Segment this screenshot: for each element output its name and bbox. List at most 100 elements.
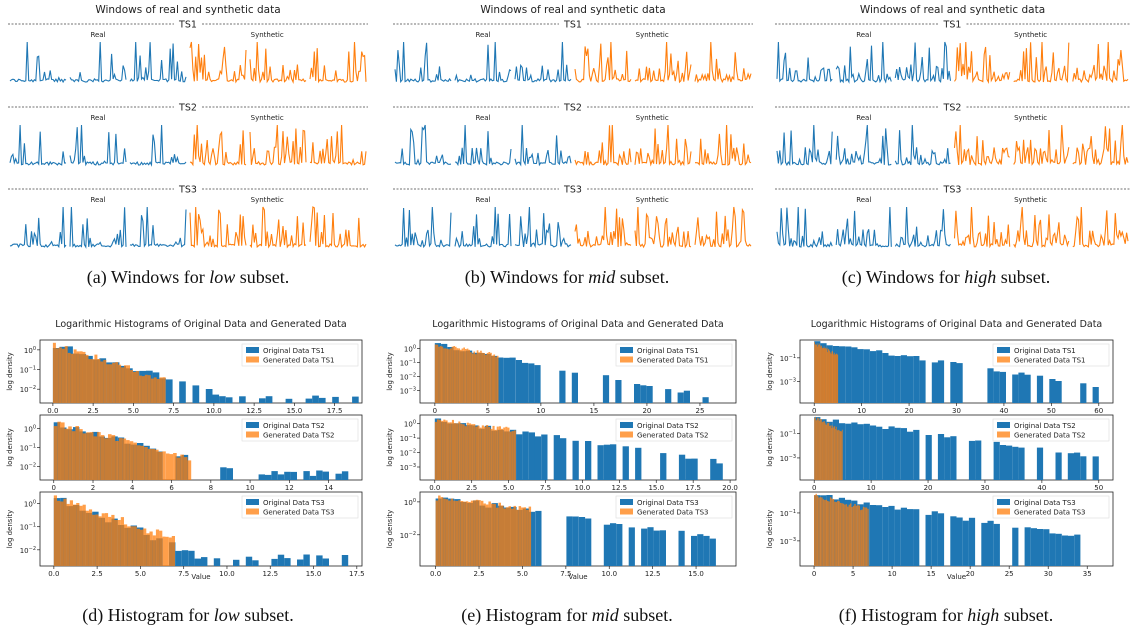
generated-bar [836, 427, 837, 480]
x-tick-label: 5 [851, 570, 855, 578]
generated-bar [445, 348, 447, 403]
original-bar [1093, 387, 1099, 403]
original-bar [957, 363, 963, 403]
original-bar [616, 524, 622, 566]
original-bar [316, 471, 322, 481]
generated-bar [830, 426, 831, 480]
generated-bar [514, 430, 516, 480]
generated-bar [478, 352, 480, 403]
generated-bar [491, 504, 494, 566]
real-window-line [777, 125, 832, 165]
generated-bar [815, 417, 816, 480]
y-tick-label: 10−1 [20, 444, 36, 453]
original-bar [227, 468, 233, 480]
row-label-ts1: TS1 [563, 20, 582, 31]
generated-bar [817, 347, 818, 403]
real-window-line [455, 42, 511, 82]
generated-bar [451, 499, 454, 566]
y-tick-label: 10−1 [780, 509, 796, 518]
generated-bar [862, 510, 863, 567]
original-bar [310, 476, 316, 480]
generated-bar [483, 353, 485, 403]
synthetic-window-line [1073, 207, 1128, 247]
generated-bar [448, 422, 450, 480]
windows-panel-low: Windows of real and synthetic data TS1 Rea… [8, 4, 368, 247]
legend-entry: Generated Data TS2 [1014, 432, 1085, 440]
synthetic-window-line [955, 42, 1010, 82]
generated-bar [150, 532, 153, 567]
generated-bar [105, 513, 108, 566]
generated-bar [452, 420, 454, 480]
y-tick-label: 10−1 [400, 434, 416, 443]
generated-bar [484, 427, 486, 480]
original-bar [560, 438, 566, 480]
legend-entry: Original Data TS1 [1014, 347, 1076, 355]
original-bar [907, 509, 913, 566]
generated-bar [821, 419, 822, 480]
legend-entry: Original Data TS1 [637, 347, 699, 355]
x-tick-label: 20 [642, 407, 651, 415]
original-bar [876, 427, 882, 480]
generated-bar [841, 431, 842, 480]
original-bar [901, 355, 907, 403]
original-bar [660, 530, 666, 566]
generated-bar [458, 500, 461, 566]
generated-bar [173, 453, 177, 480]
original-bar [336, 474, 342, 480]
generated-bar [442, 347, 444, 403]
generated-bar [112, 435, 116, 480]
generated-bar [495, 430, 497, 480]
x-tick-label: 0 [52, 484, 56, 492]
real-label: Real [856, 31, 871, 39]
generated-bar [86, 511, 89, 566]
generated-bar [65, 346, 68, 403]
original-bar [987, 368, 993, 403]
generated-bar [68, 353, 71, 403]
generated-bar [849, 505, 850, 566]
generated-bar [512, 431, 514, 480]
original-bar [219, 396, 226, 403]
generated-bar [526, 510, 529, 566]
generated-bar [854, 504, 855, 566]
generated-bar [488, 352, 490, 403]
original-bar [1012, 528, 1018, 566]
generated-bar [53, 343, 56, 403]
original-bar [907, 356, 913, 403]
generated-bar [506, 507, 509, 566]
original-bar [623, 446, 629, 480]
x-tick-label: 15.0 [688, 570, 704, 578]
original-bar [679, 531, 685, 566]
generated-bar [99, 516, 102, 566]
generated-bar [514, 506, 517, 566]
generated-bar [841, 503, 842, 566]
original-bar [679, 455, 685, 480]
x-tick-label: 17.5 [349, 570, 365, 578]
real-window-line [395, 42, 451, 82]
generated-bar [177, 458, 181, 480]
real-window-line [10, 125, 66, 165]
original-bar [522, 432, 528, 481]
original-bar [895, 356, 901, 403]
generated-bar [833, 499, 834, 566]
generated-bar [471, 501, 474, 566]
generated-bar [510, 432, 512, 480]
real-window-line [515, 207, 571, 247]
generated-bar [821, 497, 822, 566]
generated-bar [820, 497, 821, 566]
synthetic-label: Synthetic [251, 31, 284, 39]
generated-bar [139, 376, 142, 403]
original-bar [938, 513, 944, 566]
generated-bar [505, 427, 507, 480]
original-bar [1012, 375, 1018, 404]
generated-bar [850, 503, 851, 566]
legend-entry: Original Data TS2 [263, 422, 325, 430]
original-bar [864, 349, 870, 403]
generated-bar [819, 421, 820, 480]
generated-bar [827, 352, 828, 403]
generated-bar [172, 536, 175, 566]
legend-swatch [246, 509, 259, 515]
real-window-line [130, 207, 186, 247]
generated-bar [145, 375, 148, 403]
legend-swatch [620, 499, 633, 505]
generated-bar [453, 346, 455, 403]
